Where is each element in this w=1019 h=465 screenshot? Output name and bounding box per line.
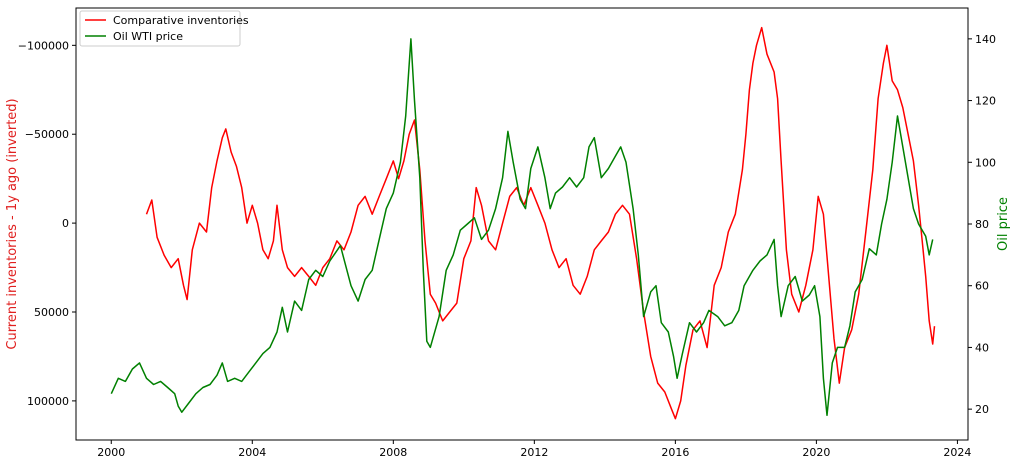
x-tick-label: 2008 xyxy=(379,446,407,459)
legend-label-comparative-inventories: Comparative inventories xyxy=(113,14,249,27)
y-right-tick-label: 20 xyxy=(975,403,989,416)
x-tick-label: 2000 xyxy=(97,446,125,459)
y-right-tick-label: 60 xyxy=(975,280,989,293)
legend-label-oil-wti-price: Oil WTI price xyxy=(113,30,183,43)
series-layer xyxy=(110,26,936,420)
x-tick-label: 2020 xyxy=(802,446,830,459)
y-left-tick-label: −100000 xyxy=(18,39,69,52)
y-axis-left-title: Current inventories - 1y ago (inverted) xyxy=(5,98,20,349)
y-left-tick-label: 50000 xyxy=(34,306,69,319)
y-right-tick-label: 100 xyxy=(975,156,996,169)
x-tick-label: 2016 xyxy=(661,446,689,459)
series-line-comparative-inventories xyxy=(145,26,936,420)
legend: Comparative inventories Oil WTI price xyxy=(79,10,249,47)
y-right-tick-label: 80 xyxy=(975,218,989,231)
x-tick-label: 2012 xyxy=(520,446,548,459)
y-left-tick-label: 0 xyxy=(62,217,69,230)
y-right-tick-label: 120 xyxy=(975,95,996,108)
y-axis-right-title: Oil price xyxy=(996,197,1011,251)
y-axis-left: −100000 −50000 0 50000 100000 xyxy=(18,39,76,408)
y-right-tick-label: 40 xyxy=(975,341,989,354)
y-left-tick-label: −50000 xyxy=(25,128,69,141)
x-tick-label: 2024 xyxy=(943,446,971,459)
x-axis: 2000 2004 2008 2012 2016 2020 2024 xyxy=(97,440,971,459)
legend-box xyxy=(79,10,241,47)
series-line-oil-wti-price xyxy=(110,38,934,417)
x-tick-label: 2004 xyxy=(238,446,266,459)
y-axis-right: 20 40 60 80 100 120 140 xyxy=(968,33,996,416)
y-left-tick-label: 100000 xyxy=(27,395,69,408)
y-right-tick-label: 140 xyxy=(975,33,996,46)
